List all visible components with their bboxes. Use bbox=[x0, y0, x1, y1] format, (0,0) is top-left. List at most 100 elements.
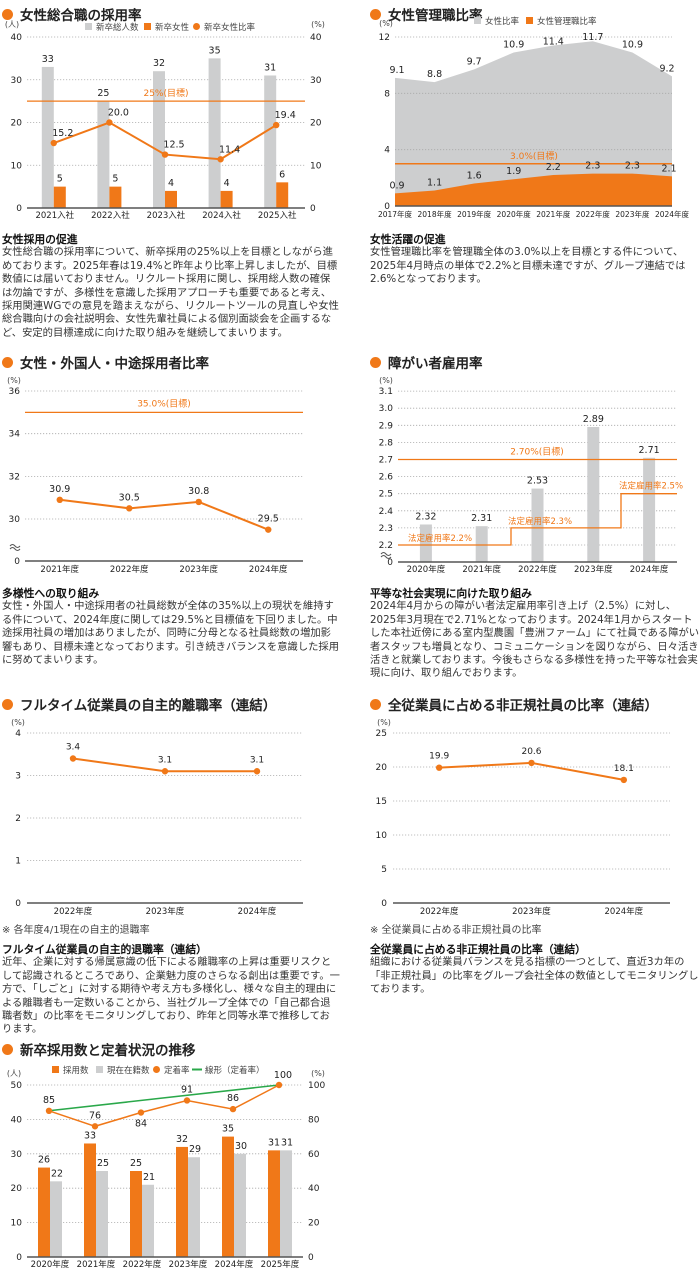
area-label: 9.7 bbox=[467, 56, 482, 67]
y2-tick-label: 60 bbox=[308, 1150, 320, 1160]
legend-swatch bbox=[96, 1066, 103, 1073]
bar-retained bbox=[96, 1171, 108, 1257]
x-tick-label: 2020年度 bbox=[31, 1259, 70, 1270]
legend-label: 女性管理職比率 bbox=[537, 16, 597, 27]
bar bbox=[419, 524, 432, 562]
x-tick-label: 2023年度 bbox=[615, 209, 650, 219]
bullet-dot-icon bbox=[370, 8, 381, 20]
text-block-female-hire: 女性採用の促進 女性総合職の採用率について、新卒採用の25%以上を目標としながら進… bbox=[2, 233, 340, 340]
y2-tick-label: 40 bbox=[308, 1184, 320, 1194]
bar-hired bbox=[84, 1143, 96, 1257]
x-tick-label: 2022年度 bbox=[576, 209, 611, 219]
y-tick-label: 2.5 bbox=[379, 490, 393, 500]
block-text: 女性・外国人・中途採用者の社員総数が全体の35%以上の現状を維持する件について、… bbox=[2, 600, 340, 667]
data-point bbox=[183, 1097, 191, 1104]
area-label: 1.1 bbox=[427, 178, 442, 189]
y-tick-label: 10 bbox=[11, 1219, 23, 1229]
legend-label: 新卒総人数 bbox=[96, 22, 139, 33]
area-label: 2.3 bbox=[585, 161, 600, 172]
point-label: 3.1 bbox=[250, 755, 264, 765]
bar-label: 32 bbox=[153, 58, 165, 69]
bullet-dot-icon bbox=[370, 356, 381, 368]
title-text: 女性管理職比率 bbox=[388, 8, 483, 24]
block-text: 組織における従業員バランスを見る指標の一つとして、直近3カ年の「非正規社員」の比… bbox=[370, 956, 699, 996]
data-point bbox=[253, 768, 261, 775]
bar-label: 35 bbox=[209, 45, 221, 56]
area-label: 2.2 bbox=[546, 162, 561, 173]
block-text: 女性管理職比率を管理職全体の3.0%以上を目標とする件について、2025年4月時… bbox=[370, 246, 686, 286]
y-tick-label: 12 bbox=[379, 33, 390, 43]
bar-label: 31 bbox=[268, 1137, 280, 1148]
y-tick-label: 10 bbox=[376, 831, 388, 841]
legend-swatch bbox=[474, 17, 481, 24]
y-tick-label: 20 bbox=[376, 763, 388, 773]
y2-axis-unit: (%) bbox=[311, 1069, 325, 1078]
point-label: 19.9 bbox=[429, 752, 449, 762]
bar-hired bbox=[222, 1136, 234, 1257]
y-tick-label: 36 bbox=[9, 387, 21, 397]
target-label: 2.70%(目標) bbox=[510, 446, 564, 458]
bar-female bbox=[276, 182, 289, 208]
y2-tick-label: 40 bbox=[310, 33, 322, 43]
ratio-line bbox=[59, 498, 269, 531]
y-tick-label: 2.4 bbox=[379, 507, 394, 517]
x-tick-label: 2021入社 bbox=[35, 210, 74, 221]
area-label: 1.6 bbox=[467, 170, 482, 181]
title-text: 全従業員に占める非正規社員の比率（連結） bbox=[388, 698, 658, 714]
y-tick-label: 0 bbox=[16, 1253, 22, 1263]
x-tick-label: 2020年度 bbox=[407, 564, 446, 575]
y-tick-label: 15 bbox=[376, 797, 387, 807]
bar-label: 5 bbox=[57, 174, 63, 185]
legal-rate-line bbox=[398, 493, 677, 546]
section-title-nonregular: 全従業員に占める非正規社員の比率（連結） bbox=[370, 694, 658, 714]
data-point bbox=[50, 139, 57, 147]
bullet-dot-icon bbox=[2, 1043, 13, 1055]
bar-retained bbox=[234, 1153, 246, 1257]
point-label: 84 bbox=[135, 1119, 147, 1130]
bar-total bbox=[97, 101, 110, 208]
x-tick-label: 2020年度 bbox=[497, 209, 532, 219]
bar-total bbox=[41, 66, 54, 208]
y-tick-label: 2 bbox=[15, 814, 21, 824]
legend-swatch bbox=[85, 23, 92, 30]
bar-total bbox=[208, 58, 221, 208]
y2-tick-label: 80 bbox=[308, 1115, 320, 1125]
bar-hired bbox=[268, 1150, 280, 1257]
block-heading: 全従業員に占める非正規社員の比率（連結） bbox=[370, 943, 586, 956]
point-label: 30.9 bbox=[49, 484, 70, 495]
section-title-turnover: フルタイム従業員の自主的離職率（連結） bbox=[2, 694, 276, 714]
area-label: 10.9 bbox=[622, 39, 643, 50]
axis-break-icon bbox=[380, 552, 392, 559]
data-point bbox=[435, 764, 443, 771]
legend-label: 採用数 bbox=[63, 1065, 89, 1076]
data-point bbox=[229, 1105, 237, 1113]
x-tick-label: 2021年度 bbox=[40, 564, 79, 575]
y-tick-label: 0 bbox=[387, 558, 393, 568]
x-tick-label: 2024年度 bbox=[249, 564, 288, 575]
target-label: 25%(目標) bbox=[143, 87, 188, 99]
x-tick-label: 2024年度 bbox=[605, 906, 644, 917]
block-text: 女性総合職の採用率について、新卒採用の25%以上を目標としながら進めております。… bbox=[2, 246, 339, 339]
point-label: 12.5 bbox=[163, 140, 184, 151]
area-label: 0.9 bbox=[389, 180, 404, 191]
legal-rate-label: 法定雇用率2.2% bbox=[408, 533, 472, 544]
y2-tick-label: 0 bbox=[308, 1253, 314, 1263]
bar-total bbox=[153, 71, 165, 208]
y2-tick-label: 10 bbox=[310, 161, 322, 171]
legend-swatch bbox=[144, 23, 151, 30]
bar-label: 26 bbox=[38, 1155, 50, 1166]
block-text: 近年、企業に対する帰属意識の低下による離職率の上昇は重要リスクとして認識されると… bbox=[2, 956, 340, 1036]
note-turnover: ※ 各年度4/1現在の自主的退職率 bbox=[2, 925, 150, 936]
y-tick-label: 8 bbox=[384, 89, 390, 99]
y2-tick-label: 0 bbox=[310, 204, 316, 214]
point-label: 100 bbox=[274, 1070, 292, 1081]
legend-label: 新卒女性比率 bbox=[204, 22, 256, 33]
legal-rate-label: 法定雇用率2.3% bbox=[508, 516, 572, 527]
text-block-turnover: フルタイム従業員の自主的退職率（連結） 近年、企業に対する帰属意識の低下による離職… bbox=[2, 943, 340, 1037]
x-tick-label: 2021年度 bbox=[536, 209, 571, 219]
target-label: 35.0%(目標) bbox=[137, 397, 191, 409]
bar bbox=[475, 526, 488, 562]
x-tick-label: 2022年度 bbox=[54, 906, 93, 917]
bar-label: 33 bbox=[84, 1130, 96, 1141]
